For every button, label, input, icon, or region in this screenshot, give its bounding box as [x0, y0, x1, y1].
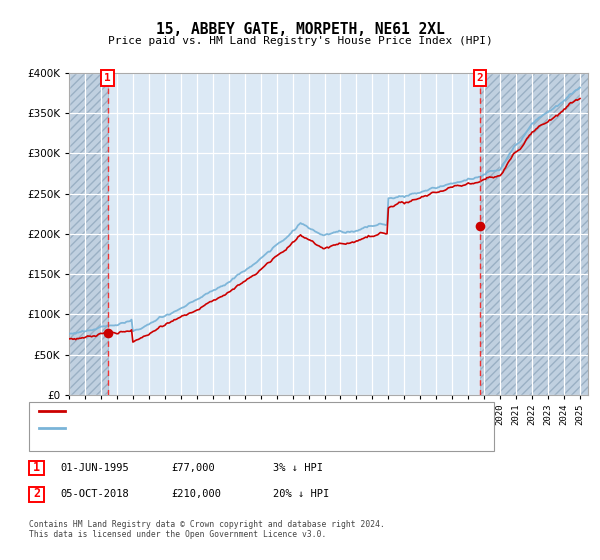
- Text: Price paid vs. HM Land Registry's House Price Index (HPI): Price paid vs. HM Land Registry's House …: [107, 36, 493, 46]
- Text: 3% ↓ HPI: 3% ↓ HPI: [273, 463, 323, 473]
- Text: 15, ABBEY GATE, MORPETH, NE61 2XL: 15, ABBEY GATE, MORPETH, NE61 2XL: [155, 22, 445, 38]
- Text: 1: 1: [104, 73, 111, 83]
- Text: 05-OCT-2018: 05-OCT-2018: [60, 489, 129, 499]
- Text: 2: 2: [33, 487, 40, 501]
- Text: Contains HM Land Registry data © Crown copyright and database right 2024.
This d: Contains HM Land Registry data © Crown c…: [29, 520, 385, 539]
- Text: 01-JUN-1995: 01-JUN-1995: [60, 463, 129, 473]
- Text: 15, ABBEY GATE, MORPETH, NE61 2XL (detached house): 15, ABBEY GATE, MORPETH, NE61 2XL (detac…: [69, 406, 363, 416]
- Text: 1: 1: [33, 461, 40, 474]
- Text: 2: 2: [477, 73, 484, 83]
- Text: 20% ↓ HPI: 20% ↓ HPI: [273, 489, 329, 499]
- Text: £77,000: £77,000: [171, 463, 215, 473]
- Text: £210,000: £210,000: [171, 489, 221, 499]
- Text: HPI: Average price, detached house, Northumberland: HPI: Average price, detached house, Nort…: [69, 423, 363, 433]
